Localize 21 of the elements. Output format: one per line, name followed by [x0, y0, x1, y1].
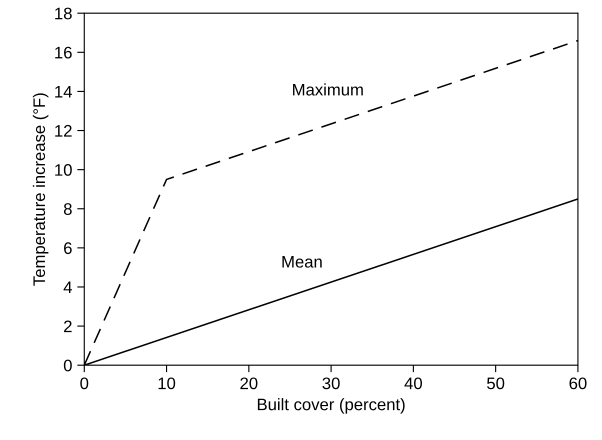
x-tick-label: 10: [158, 377, 176, 390]
y-tick-label: 12: [55, 124, 72, 137]
y-tick-label: 14: [55, 86, 72, 98]
y-axis-title: Temperature increase (°F): [32, 93, 48, 286]
x-tick-label: 60: [570, 377, 587, 390]
x-tick-label: 0: [80, 377, 88, 390]
x-tick-label: 20: [240, 377, 258, 390]
x-tick-label: 50: [487, 377, 504, 390]
y-tick-label: 0: [64, 360, 72, 372]
series-label: Maximum: [293, 83, 363, 96]
x-axis-title: Built cover (percent): [258, 398, 405, 414]
y-tick-label: 6: [64, 242, 72, 254]
y-tick-label: 8: [64, 203, 72, 215]
x-tick-label: 40: [404, 377, 422, 390]
x-tick-label: 30: [322, 377, 340, 390]
y-tick-label: 10: [55, 164, 72, 176]
y-tick-label: 18: [55, 8, 72, 20]
y-tick-label: 16: [55, 46, 72, 59]
y-tick-label: 2: [64, 320, 72, 332]
series-label: Mean: [282, 256, 322, 268]
y-tick-label: 4: [64, 282, 72, 294]
